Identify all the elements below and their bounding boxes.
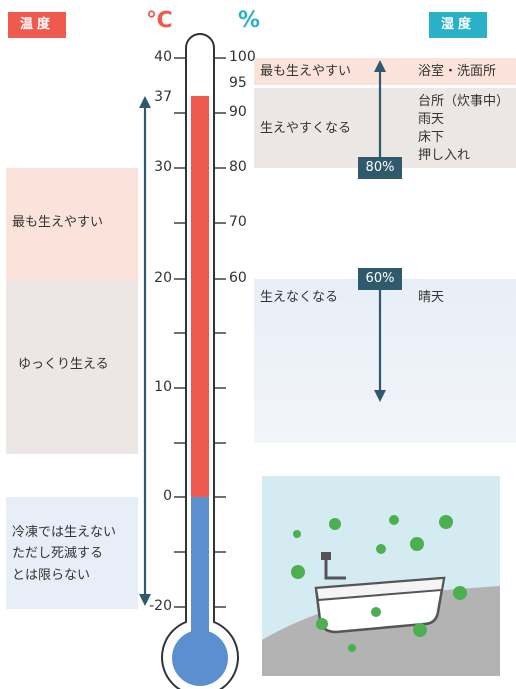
humid-band-more (254, 88, 516, 168)
humidity-arrow-up (374, 60, 386, 160)
place-list-more: 台所（炊事中） 雨天 床下 押し入れ (418, 93, 509, 165)
thermometer-bulb (172, 630, 228, 686)
temp-ticks (174, 57, 186, 608)
temp-zone-frozen-line: ただし死滅する (12, 546, 104, 562)
thermometer-red-column (191, 96, 209, 497)
temp-band-most (6, 168, 138, 279)
place-item: 雨天 (418, 111, 445, 127)
temp-tick-0: 0 (163, 488, 172, 504)
humid-band-none (254, 279, 516, 443)
celsius-unit: ℃ (146, 8, 173, 33)
humid-tick-60: 60 (229, 270, 247, 286)
humidity-60-marker: 60% (358, 268, 402, 290)
temperature-badge: 温度 (8, 12, 66, 38)
temp-tick-minus20: -20 (149, 598, 172, 614)
humid-zone-none-label: 生えなくなる (260, 290, 339, 305)
temp-zone-frozen-label: 冷凍では生えない ただし死滅する とは限らない (12, 522, 116, 586)
temp-band-slow (6, 279, 138, 454)
place-item: 押し入れ (418, 147, 471, 163)
temp-tick-37: 37 (154, 89, 172, 105)
place-item: 台所（炊事中） (418, 94, 510, 109)
humidity-80-marker: 80% (358, 157, 402, 179)
humid-tick-70: 70 (229, 214, 247, 230)
humid-zone-most-label: 最も生えやすい (260, 64, 352, 79)
temp-tick-40: 40 (154, 49, 172, 65)
place-sunny: 晴天 (418, 290, 445, 305)
humid-tick-95: 95 (229, 75, 247, 91)
temp-tick-30: 30 (154, 159, 172, 175)
temp-band-frozen (6, 497, 138, 609)
temp-zone-most-label: 最も生えやすい (12, 215, 104, 230)
temp-tick-20: 20 (154, 270, 172, 286)
bathroom-mold-illustration (262, 476, 500, 676)
temp-zone-frozen-line: とは限らない (12, 567, 91, 583)
humidity-ticks (214, 57, 226, 608)
place-item: 床下 (418, 129, 445, 145)
humid-zone-more-label: 生えやすくなる (260, 121, 352, 136)
humid-tick-80: 80 (229, 159, 247, 175)
percent-unit: % (238, 8, 261, 33)
thermometer-blue-column (191, 497, 209, 637)
humidity-arrow-down (374, 290, 386, 402)
temp-zone-slow-label: ゆっくり生える (18, 357, 109, 372)
place-bathroom: 浴室・洗面所 (418, 64, 497, 79)
temp-tick-10: 10 (154, 379, 172, 395)
humid-tick-90: 90 (229, 104, 247, 120)
humid-tick-100: 100 (229, 49, 256, 65)
temp-zone-frozen-line: 冷凍では生えない (12, 525, 117, 540)
temp-range-arrow (139, 96, 151, 606)
humidity-badge: 湿度 (429, 12, 487, 38)
